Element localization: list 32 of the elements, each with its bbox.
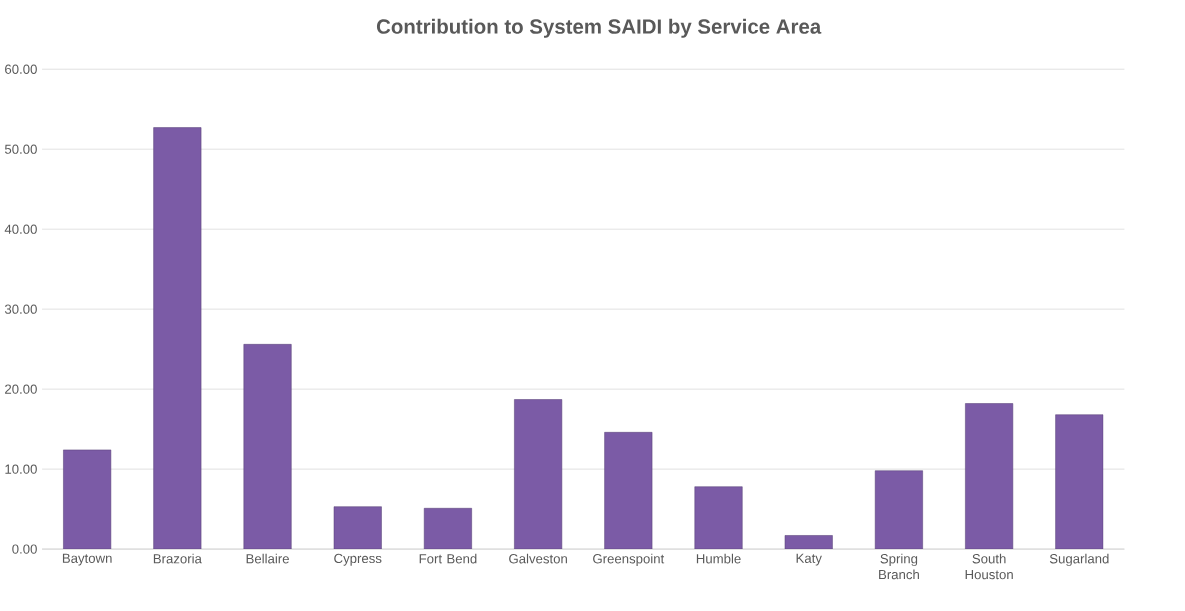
bar (874, 470, 923, 550)
y-tick-label: 10.00 (5, 464, 37, 474)
y-tick-label: 50.00 (4, 144, 37, 154)
x-tick-label: Galveston (509, 553, 567, 564)
x-tick-label: Bellaire (246, 553, 289, 564)
bar (694, 486, 743, 550)
bar (965, 403, 1014, 550)
bar (243, 344, 292, 550)
y-tick-label: 20.00 (5, 384, 37, 394)
bar (604, 432, 653, 550)
x-tick-label: Cypress (334, 553, 382, 566)
x-tick-label: Sugarland (1049, 553, 1109, 567)
y-tick-label: 60.00 (5, 64, 37, 74)
bar (63, 449, 112, 550)
y-tick-label: 40.00 (4, 224, 37, 234)
bar (423, 508, 472, 550)
x-tick-label: Spring Branch (879, 553, 919, 580)
bar (514, 399, 563, 550)
x-tick-label: Fort Bend (419, 553, 477, 564)
x-tick-label: Baytown (62, 553, 112, 566)
x-tick-label: Humble (696, 553, 741, 564)
x-tick-label: Greenspoint (593, 553, 665, 567)
bar (153, 127, 202, 550)
x-tick-label: Brazoria (153, 553, 202, 564)
bar (333, 506, 382, 550)
y-tick-label: 0.00 (12, 544, 37, 554)
y-tick-label: 30.00 (4, 304, 37, 314)
x-tick-label: Katy (796, 553, 822, 566)
chart-title: Contribution to System SAIDI by Service Area (376, 18, 822, 38)
bar (784, 535, 833, 550)
x-tick-label: South Houston (965, 553, 1013, 580)
bar (1055, 414, 1104, 550)
